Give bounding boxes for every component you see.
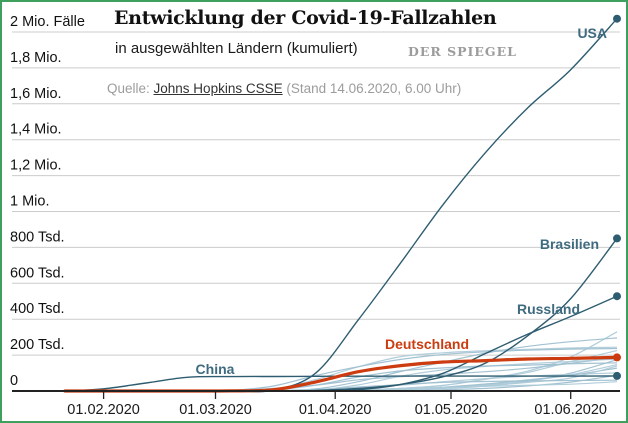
der-spiegel-logo: DER SPIEGEL xyxy=(408,44,517,59)
source-stand: (Stand 14.06.2020, 6.00 Uhr) xyxy=(282,81,462,96)
series-label-Deutschland: Deutschland xyxy=(385,336,469,352)
series-dot-Deutschland xyxy=(613,353,621,362)
series-label-Brasilien: Brasilien xyxy=(540,236,599,252)
y-tick-label: 1,2 Mio. xyxy=(10,158,62,174)
chart-title: Entwicklung der Covid-19-Fallzahlen xyxy=(114,7,497,29)
x-tick-label: 01.03.2020 xyxy=(179,402,252,418)
series-label-USA: USA xyxy=(577,25,607,41)
y-tick-label: 1,4 Mio. xyxy=(10,122,62,138)
x-tick-label: 01.04.2020 xyxy=(299,402,372,418)
y-tick-label: 0 xyxy=(10,373,18,389)
series-line-USA xyxy=(64,18,618,393)
y-tick-label: 600 Tsd. xyxy=(10,265,65,281)
series-dot-Russland xyxy=(613,292,621,301)
series-dot-USA xyxy=(613,14,621,23)
series-dot-Brasilien xyxy=(613,234,621,243)
y-tick-label: 400 Tsd. xyxy=(10,301,65,317)
y-tick-label: 800 Tsd. xyxy=(10,229,65,245)
x-tick-label: 01.06.2020 xyxy=(534,402,607,418)
y-tick-label: 1 Mio. xyxy=(10,194,50,210)
source-prefix: Quelle: xyxy=(107,81,154,96)
y-tick-label: 2 Mio. Fälle xyxy=(10,14,85,30)
x-tick-label: 01.05.2020 xyxy=(415,402,488,418)
series-dot-China xyxy=(613,371,621,380)
series-label-Russland: Russland xyxy=(517,301,580,317)
y-tick-label: 200 Tsd. xyxy=(10,337,65,353)
series-label-China: China xyxy=(196,361,235,377)
y-tick-label: 1,8 Mio. xyxy=(10,50,62,66)
y-tick-label: 1,6 Mio. xyxy=(10,86,62,102)
x-tick-label: 01.02.2020 xyxy=(67,402,140,418)
source-line: Quelle: Johns Hopkins CSSE (Stand 14.06.… xyxy=(107,81,461,96)
chart-subtitle: in ausgewählten Ländern (kumuliert) xyxy=(115,40,358,57)
source-link[interactable]: Johns Hopkins CSSE xyxy=(153,81,283,96)
